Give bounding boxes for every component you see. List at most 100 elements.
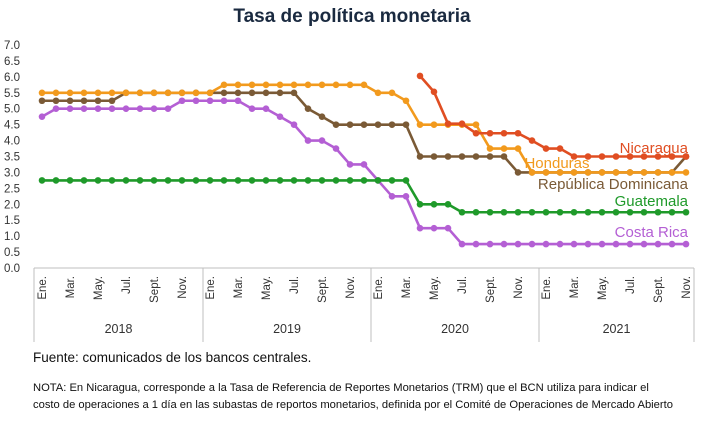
data-point [626,153,634,160]
data-point [598,208,606,216]
data-point [640,153,648,160]
data-point [290,177,298,184]
data-point [360,121,368,128]
data-point [542,240,550,248]
data-point [682,169,690,176]
data-point [80,97,88,105]
year-label: 2020 [441,322,469,336]
data-point [80,105,88,113]
data-point [136,89,144,97]
x-tick-label: May. [93,276,105,300]
data-point [682,208,690,216]
data-point [472,121,480,128]
data-point [528,208,536,216]
x-tick-label: May. [429,276,441,300]
data-point [388,121,396,128]
data-point [500,129,508,137]
y-tick-label: 4.0 [4,136,20,148]
source-note: Fuente: comunicados de los bancos centra… [33,350,312,365]
data-point [206,97,214,105]
x-tick-label: Nov. [513,276,525,299]
data-point [654,208,662,216]
data-point [542,169,550,176]
data-point [248,105,256,113]
data-point [52,89,60,97]
data-point [458,153,466,160]
data-point [220,97,228,105]
data-point [52,177,60,184]
data-point [528,169,536,176]
data-point [416,200,424,208]
data-point [486,145,494,152]
data-point [402,177,410,184]
data-point [472,240,480,248]
data-point [514,208,522,216]
data-point [514,129,522,137]
y-tick-label: 3.5 [4,152,20,164]
data-point [234,97,242,105]
x-tick-label: Jul. [289,276,301,294]
data-point [598,240,606,248]
data-point [570,169,578,176]
data-point [150,105,158,113]
data-point [430,153,438,160]
data-point [556,240,564,248]
x-tick-label: Jul. [625,276,637,294]
x-tick-label: Ene. [373,276,385,300]
data-point [360,161,368,168]
data-point [150,89,158,97]
series-label: Costa Rica [615,224,689,241]
data-point [276,177,284,184]
data-point [276,113,284,120]
data-point [654,240,662,248]
x-tick-label: Mar. [401,276,413,298]
x-tick-label: Mar. [233,276,245,298]
data-point [598,153,606,160]
y-tick-label: 0.0 [4,263,20,275]
data-point [206,177,214,184]
data-point [108,177,116,184]
data-point [94,177,102,184]
data-point [584,208,592,216]
year-label: 2018 [105,322,133,336]
year-label: 2019 [273,322,301,336]
data-point [374,177,382,184]
data-point [472,129,480,137]
data-point [220,81,228,89]
data-point [66,105,74,113]
data-point [612,240,620,248]
data-point [528,240,536,248]
data-point [332,121,340,128]
data-point [304,105,312,113]
data-point [472,153,480,160]
data-point [38,177,46,184]
series-label: República Dominicana [538,176,689,193]
data-point [94,89,102,97]
x-tick-label: Sept. [317,276,329,303]
data-point [668,169,676,176]
data-point [388,193,396,200]
data-point [402,193,410,200]
y-tick-label: 3.0 [4,167,20,179]
y-tick-label: 2.5 [4,183,20,195]
data-point [360,177,368,184]
data-point [52,97,60,105]
series-labels: Nicaragua Honduras República DominicanaGua… [524,140,688,241]
x-tick-label: May. [261,276,273,300]
data-point [346,177,354,184]
data-point [234,177,242,184]
data-point [682,240,690,248]
x-tick-label: Jul. [121,276,133,294]
data-point [346,81,354,89]
x-tick-label: Mar. [65,276,77,298]
data-point [486,129,494,137]
series-label: Honduras [524,155,589,172]
data-point [234,89,242,97]
y-tick-label: 1.0 [4,231,20,243]
y-tick-label: 5.0 [4,104,20,116]
data-point [584,153,592,160]
x-axis: Ene. Mar. May. Jul. Sept. Nov. Ene. Mar. May. Jul… [33,267,695,342]
data-point [346,161,354,168]
data-point [374,121,382,128]
data-point [388,177,396,184]
